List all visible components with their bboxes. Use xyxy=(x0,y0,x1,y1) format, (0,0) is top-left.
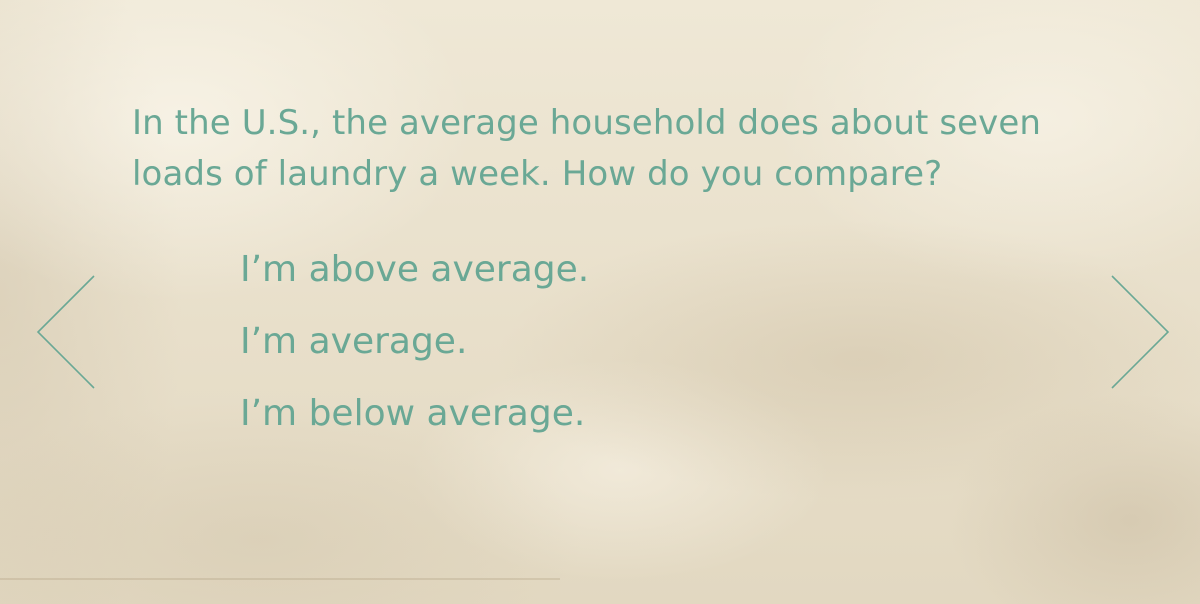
answer-options: I’m above average. I’m average. I’m belo… xyxy=(240,252,589,432)
chevron-left-icon xyxy=(36,275,95,389)
question-text: In the U.S., the average household does … xyxy=(132,103,1042,194)
paper-stain-line xyxy=(0,578,560,580)
option-below-average[interactable]: I’m below average. xyxy=(240,393,586,434)
chevron-right-icon xyxy=(1111,275,1170,389)
previous-button[interactable] xyxy=(34,272,98,392)
next-button[interactable] xyxy=(1108,272,1172,392)
option-above-average[interactable]: I’m above average. xyxy=(240,249,590,290)
option-average[interactable]: I’m average. xyxy=(240,321,468,362)
